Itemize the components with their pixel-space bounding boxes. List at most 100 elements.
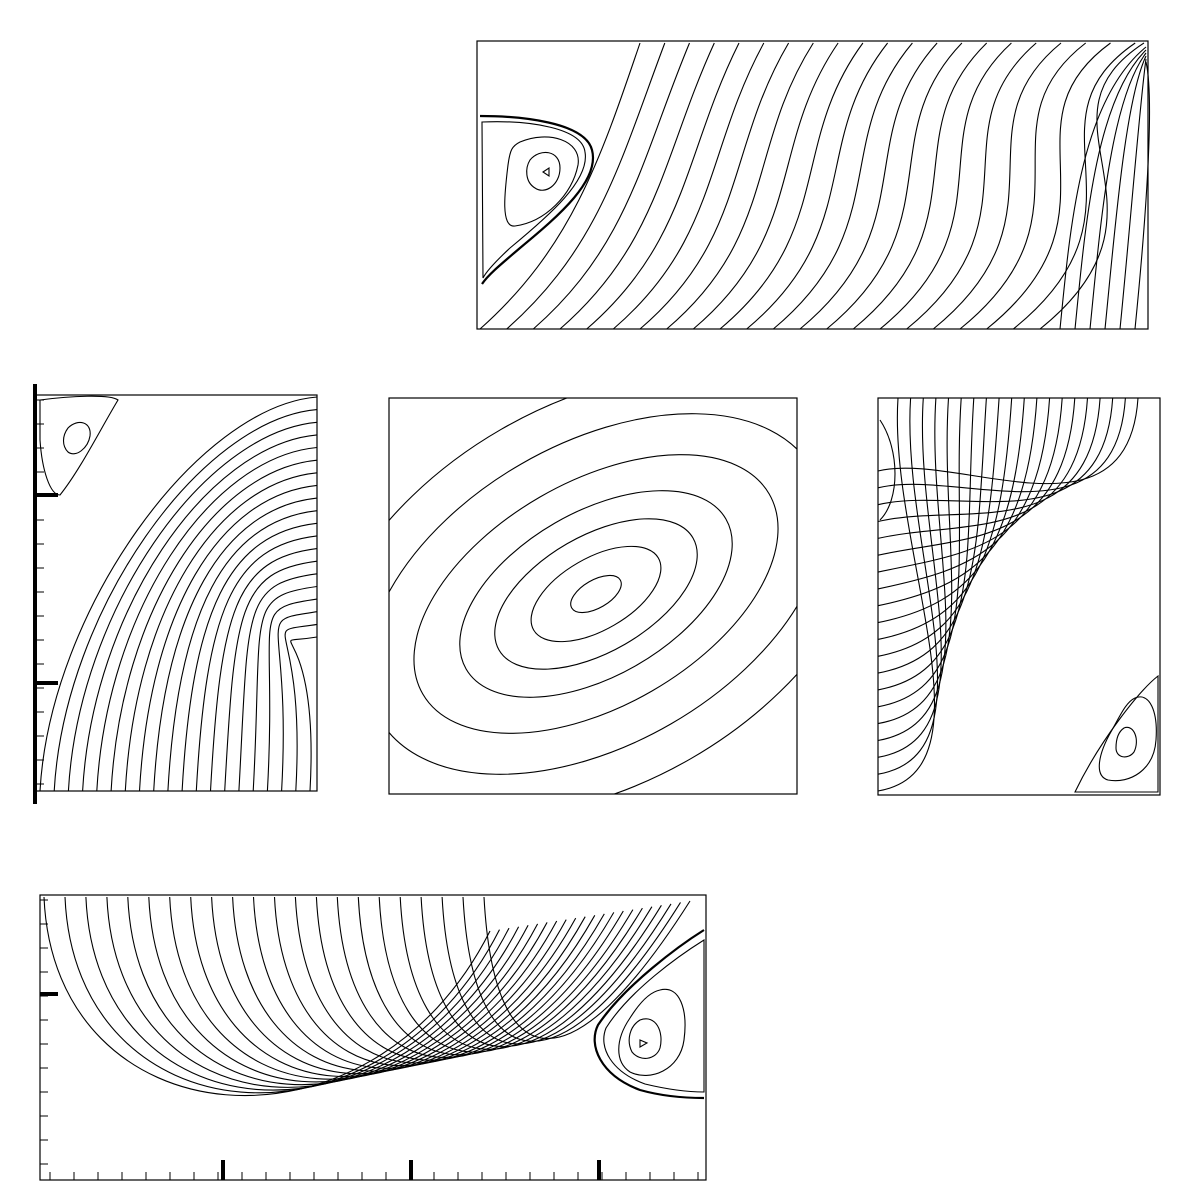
panel-middle-left-bubble-core bbox=[62, 421, 91, 455]
streamline bbox=[273, 896, 596, 1066]
streamline bbox=[148, 896, 539, 1083]
streamline bbox=[1059, 46, 1147, 330]
streamline bbox=[826, 42, 963, 330]
panel-bottom-bubble-contour bbox=[603, 939, 705, 1093]
streamline bbox=[441, 896, 672, 1045]
panel-bottom-ticks bbox=[40, 899, 699, 1180]
streamline bbox=[877, 397, 1126, 493]
streamline bbox=[67, 421, 318, 792]
streamline bbox=[906, 42, 1037, 330]
streamline bbox=[612, 42, 765, 330]
streamline bbox=[336, 896, 624, 1059]
panel-middle-right bbox=[877, 397, 1161, 796]
streamline bbox=[181, 522, 318, 792]
panel-top-bubble-eye bbox=[542, 166, 550, 178]
streamline bbox=[399, 896, 653, 1050]
streamline bbox=[211, 896, 567, 1075]
panel-top-bubble-core bbox=[526, 151, 561, 191]
streamline bbox=[1074, 49, 1147, 330]
streamline bbox=[506, 42, 666, 330]
streamline bbox=[877, 397, 962, 708]
streamline bbox=[209, 548, 318, 792]
streamline bbox=[483, 896, 691, 1040]
streamline bbox=[1012, 42, 1136, 330]
streamline bbox=[413, 454, 779, 734]
streamline bbox=[167, 510, 318, 792]
streamline bbox=[799, 42, 938, 330]
streamline bbox=[389, 413, 797, 775]
streamline bbox=[284, 623, 318, 792]
streamline bbox=[494, 518, 698, 670]
streamline bbox=[746, 42, 889, 330]
streamline bbox=[0, 510, 1196, 1200]
streamline bbox=[389, 398, 797, 794]
panel-bottom-bubble-core bbox=[628, 1018, 662, 1059]
panel-middle-left-ticks bbox=[35, 399, 58, 785]
streamline bbox=[877, 397, 1076, 556]
panel-middle-right-streamlines bbox=[877, 397, 1139, 792]
streamline bbox=[39, 396, 318, 792]
streamline bbox=[532, 42, 691, 330]
streamline bbox=[877, 397, 1038, 607]
streamline bbox=[639, 42, 790, 330]
streamline bbox=[0, 474, 1196, 1200]
streamline bbox=[877, 397, 987, 674]
streamline bbox=[772, 42, 913, 330]
panel-top-bubble-contour bbox=[504, 136, 579, 227]
streamline bbox=[877, 397, 1101, 523]
panel-top-bubble-separatrix bbox=[479, 114, 595, 285]
streamline bbox=[266, 598, 318, 792]
streamline bbox=[290, 636, 318, 792]
streamline bbox=[82, 434, 318, 792]
streamline bbox=[1039, 42, 1145, 330]
streamline bbox=[877, 397, 1089, 539]
streamline bbox=[0, 496, 1196, 1200]
streamline bbox=[124, 472, 318, 792]
panel-middle-left-frame bbox=[34, 394, 318, 792]
streamline bbox=[877, 397, 953, 725]
streamline bbox=[195, 535, 318, 792]
panel-bottom-bubble-contour bbox=[618, 988, 686, 1076]
panel-bottom-bubble-separatrix bbox=[593, 929, 705, 1100]
streamline bbox=[459, 490, 733, 698]
streamline bbox=[570, 574, 622, 614]
panel-bottom bbox=[39, 894, 707, 1181]
streamline bbox=[0, 488, 1196, 1200]
streamline bbox=[719, 42, 864, 330]
streamline bbox=[153, 497, 318, 792]
streamline bbox=[877, 397, 1000, 657]
panel-middle-left bbox=[33, 384, 318, 804]
streamline bbox=[932, 42, 1062, 330]
panel-top-bubble-contour bbox=[481, 121, 586, 279]
streamline bbox=[877, 397, 1025, 624]
streamline bbox=[1134, 61, 1151, 330]
panel-bottom-streamlines bbox=[43, 896, 691, 1096]
streamline bbox=[0, 503, 1196, 1200]
streamline bbox=[64, 896, 500, 1094]
streamline bbox=[0, 492, 1196, 1200]
streamline bbox=[479, 42, 641, 330]
streamline bbox=[462, 896, 681, 1042]
panel-top-frame bbox=[476, 40, 1149, 330]
streamline bbox=[559, 42, 715, 330]
panel-middle-right-bubble-contour bbox=[1074, 674, 1159, 793]
streamline bbox=[959, 42, 1087, 330]
streamline bbox=[877, 397, 936, 792]
streamline bbox=[877, 397, 1063, 573]
streamline bbox=[877, 397, 1139, 485]
streamline bbox=[0, 517, 1196, 1200]
streamline bbox=[0, 521, 1196, 1180]
panel-middle-right-bubble-core bbox=[1115, 726, 1137, 758]
streamline bbox=[252, 585, 318, 792]
streamline bbox=[110, 459, 318, 792]
streamline bbox=[692, 42, 839, 330]
panel-middle-left-streamlines bbox=[39, 396, 318, 792]
streamline bbox=[277, 611, 318, 792]
streamline bbox=[0, 0, 1196, 678]
streamline bbox=[294, 896, 605, 1064]
panel-middle-right-frame bbox=[877, 397, 1161, 796]
panel-middle-left-bubble-contour bbox=[39, 395, 119, 496]
streamline bbox=[530, 545, 662, 643]
